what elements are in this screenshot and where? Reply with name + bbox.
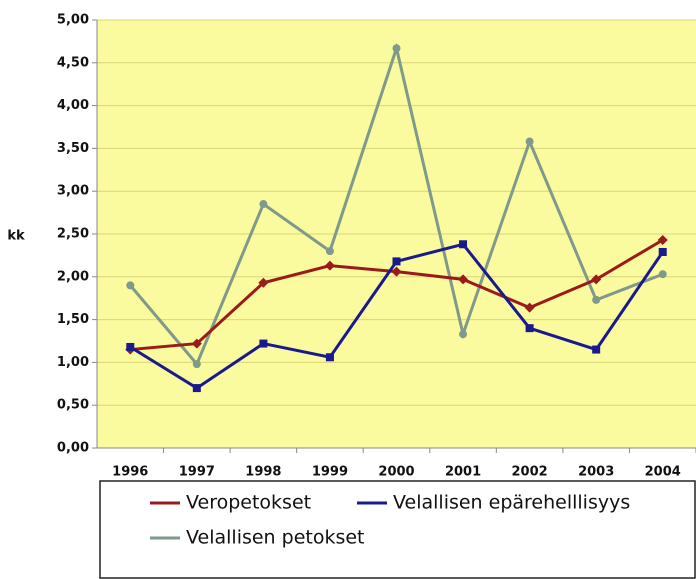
marker [325, 353, 334, 362]
y-tick-label: 3,50 [57, 141, 89, 156]
x-tick-label: 2000 [378, 465, 414, 480]
y-tick-label: 4,00 [57, 98, 89, 113]
marker [259, 200, 268, 209]
marker [325, 247, 334, 256]
x-tick-label: 1997 [179, 465, 215, 480]
marker [392, 257, 401, 266]
marker [126, 342, 135, 351]
marker [459, 330, 468, 339]
marker [191, 338, 202, 349]
marker [392, 44, 401, 53]
x-tick-label: 1996 [112, 465, 148, 480]
marker [192, 360, 201, 369]
x-tick-label: 2001 [445, 465, 481, 480]
y-tick-label: 0,00 [57, 441, 89, 456]
marker [591, 274, 602, 285]
x-tick-label: 2004 [645, 465, 681, 480]
y-axis-label: kk [7, 229, 25, 244]
y-tick-label: 2,00 [57, 269, 89, 284]
marker [126, 281, 135, 290]
marker [592, 295, 601, 304]
y-tick-label: 0,50 [57, 398, 89, 413]
marker [258, 277, 269, 288]
y-tick-label: 2,50 [57, 227, 89, 242]
marker [658, 270, 667, 279]
marker [525, 324, 534, 333]
legend-label: Velallisen petokset [186, 527, 365, 549]
x-tick-label: 1998 [245, 465, 281, 480]
x-tick-label: 2003 [578, 465, 614, 480]
y-tick-label: 1,50 [57, 312, 89, 327]
marker [458, 274, 469, 285]
marker [459, 240, 468, 249]
legend [99, 480, 696, 579]
marker [592, 345, 601, 354]
marker [259, 339, 268, 348]
marker [192, 384, 201, 393]
x-tick-label: 2002 [512, 465, 548, 480]
marker [657, 234, 668, 245]
legend-label: Veropetokset [186, 492, 311, 514]
legend-label: Velallisen epärehelllisyys [393, 492, 630, 514]
marker [524, 302, 535, 313]
marker [391, 266, 402, 277]
marker [324, 260, 335, 271]
x-tick-label: 1999 [312, 465, 348, 480]
y-tick-label: 5,00 [57, 13, 89, 28]
marker [658, 247, 667, 256]
y-tick-label: 4,50 [57, 55, 89, 70]
marker [525, 137, 534, 146]
y-tick-label: 1,00 [57, 355, 89, 370]
y-tick-label: 3,00 [57, 184, 89, 199]
